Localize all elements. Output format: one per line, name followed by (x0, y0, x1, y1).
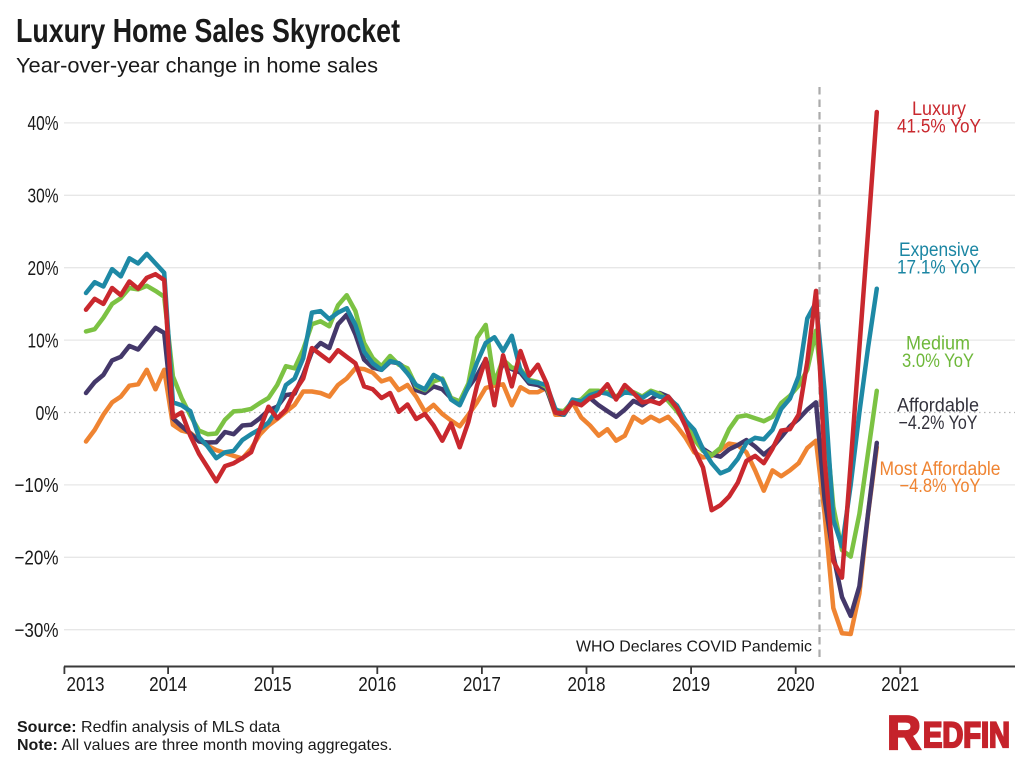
svg-text:10%: 10% (28, 329, 59, 352)
svg-text:2014: 2014 (149, 673, 187, 696)
svg-text:EDFIN: EDFIN (923, 716, 1010, 755)
svg-text:Source: Redfin analysis of MLS: Source: Redfin analysis of MLS data (17, 719, 280, 736)
svg-text:41.5% YoY: 41.5% YoY (897, 117, 981, 138)
svg-text:Affordable: Affordable (897, 396, 979, 417)
svg-text:20%: 20% (28, 257, 59, 280)
svg-text:2015: 2015 (254, 673, 292, 696)
svg-text:Luxury Home Sales Skyrocket: Luxury Home Sales Skyrocket (16, 12, 400, 49)
svg-text:Most Affordable: Most Affordable (880, 459, 1001, 480)
svg-text:17.1% YoY: 17.1% YoY (897, 258, 981, 279)
svg-text:30%: 30% (28, 185, 59, 208)
svg-text:R: R (887, 706, 921, 759)
svg-text:0%: 0% (36, 402, 59, 425)
svg-text:WHO Declares COVID Pandemic: WHO Declares COVID Pandemic (576, 639, 812, 656)
svg-text:2019: 2019 (672, 673, 710, 696)
svg-text:Year-over-year change in home: Year-over-year change in home sales (16, 54, 378, 78)
svg-text:2017: 2017 (463, 673, 501, 696)
svg-text:2013: 2013 (67, 673, 105, 696)
svg-text:−30%: −30% (15, 619, 59, 642)
svg-text:−4.2% YoY: −4.2% YoY (899, 413, 978, 434)
svg-text:Note: All values are three mon: Note: All values are three month moving … (17, 737, 392, 754)
svg-text:2020: 2020 (777, 673, 815, 696)
svg-text:Expensive: Expensive (899, 240, 979, 261)
svg-text:2018: 2018 (568, 673, 606, 696)
svg-text:40%: 40% (28, 112, 59, 135)
svg-text:−10%: −10% (15, 474, 59, 497)
svg-text:3.0% YoY: 3.0% YoY (902, 351, 974, 372)
svg-text:−4.8% YoY: −4.8% YoY (900, 476, 981, 497)
svg-text:2021: 2021 (881, 673, 919, 696)
svg-text:Medium: Medium (906, 334, 970, 355)
svg-text:2016: 2016 (358, 673, 396, 696)
svg-text:Luxury: Luxury (912, 99, 966, 120)
svg-text:−20%: −20% (15, 547, 59, 570)
